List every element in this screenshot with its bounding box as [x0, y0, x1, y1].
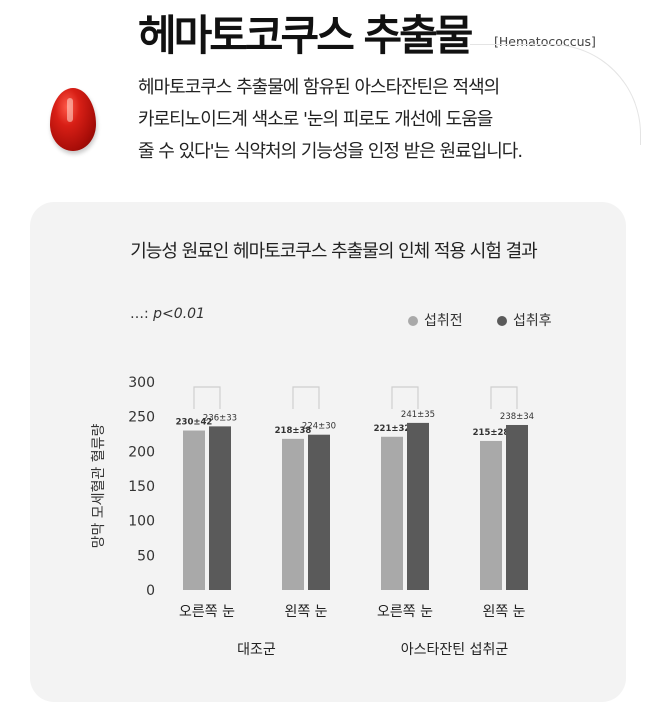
bar-before — [480, 440, 502, 590]
description-line-2: 카로티노이드계 색소로 '눈의 피로도 개선에 도움을 — [138, 109, 493, 130]
page-title: 헤마토코쿠스 추출물 — [138, 11, 473, 60]
x-category-label: 오른쪽 눈 — [179, 604, 235, 620]
x-group-label: 아스타잔틴 섭취군 — [401, 642, 509, 658]
y-tick-label: 300 — [128, 375, 155, 391]
significance-bracket — [292, 386, 320, 409]
data-label: 218±38 — [275, 426, 312, 436]
y-axis-label: 망막 모세혈관 혈류량 — [91, 423, 107, 548]
y-tick-label: 0 — [146, 583, 155, 599]
description-line-1: 헤마토코쿠스 추출물에 함유된 아스타잔틴은 적색의 — [138, 77, 500, 98]
y-tick-label: 150 — [128, 479, 155, 495]
data-label: 215±28 — [473, 428, 510, 438]
y-tick-label: 250 — [128, 410, 155, 426]
x-group-label: 대조군 — [237, 642, 276, 658]
x-category-label: 왼쪽 눈 — [284, 604, 327, 620]
bar-chart: 0 50 100 150 200 250 300 망막 모세혈관 혈류량 230±42 218±3… — [91, 375, 534, 658]
bar-before — [183, 430, 205, 590]
legend-label-before: 섭취전 — [424, 313, 463, 329]
legend-dot-after — [497, 316, 507, 326]
significance-bracket — [490, 386, 518, 409]
y-tick-label: 200 — [128, 444, 155, 460]
data-label: 241±35 — [401, 410, 435, 420]
data-label: 230±42 — [176, 418, 213, 428]
chart-title: 기능성 원료인 헤마토코쿠스 추출물의 인체 적용 시험 결과 — [130, 241, 538, 262]
data-label: 224±30 — [302, 422, 336, 432]
bar-before — [381, 436, 403, 590]
description: 헤마토코쿠스 추출물에 함유된 아스타잔틴은 적색의 카로티노이드계 색소로 '… — [138, 72, 628, 168]
legend-item-before: 섭취전 — [408, 310, 463, 330]
y-tick-label: 100 — [128, 514, 155, 530]
description-line-3: 줄 수 있다'는 식약처의 기능성을 인정 받은 원료입니다. — [138, 141, 523, 162]
significance-bracket — [391, 386, 419, 409]
bar-after — [308, 434, 330, 590]
astaxanthin-capsule-icon — [50, 88, 96, 151]
data-label: 236±33 — [203, 413, 237, 423]
bar-after — [209, 426, 231, 590]
significance-symbol: …: — [130, 306, 149, 322]
x-category-label: 오른쪽 눈 — [377, 604, 433, 620]
significance-bracket — [193, 386, 221, 409]
significance-note: …: p<0.01 — [130, 306, 205, 322]
bar-before — [282, 438, 304, 590]
x-category-label: 왼쪽 눈 — [482, 604, 525, 620]
y-tick-label: 50 — [137, 548, 155, 564]
legend-item-after: 섭취후 — [497, 310, 552, 330]
bar-after — [506, 424, 528, 590]
data-label: 238±34 — [500, 412, 534, 422]
significance-text: p<0.01 — [153, 306, 205, 322]
legend-label-after: 섭취후 — [513, 313, 552, 329]
legend-dot-before — [408, 316, 418, 326]
bar-after — [407, 422, 429, 590]
data-label: 221±32 — [374, 424, 411, 434]
